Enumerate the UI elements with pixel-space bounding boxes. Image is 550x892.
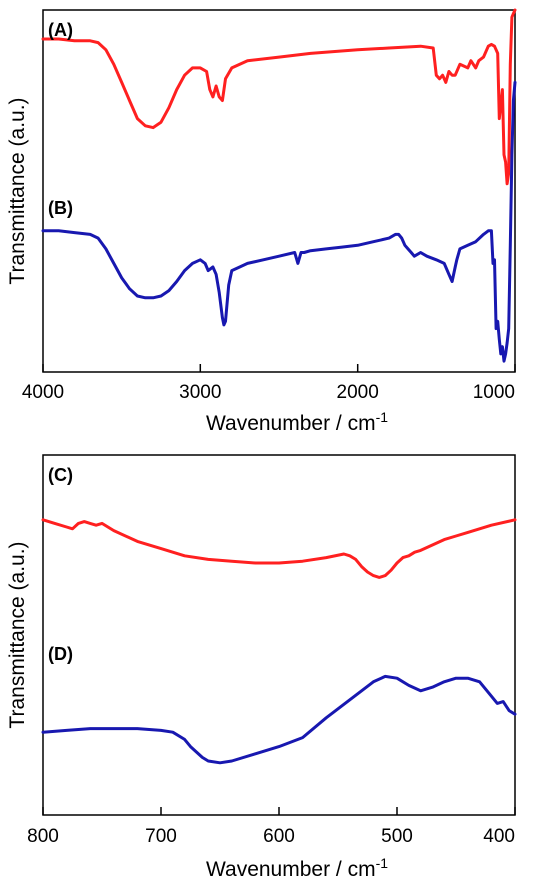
top-x-tick-label-4000: 4000 [22,382,64,403]
panel-label-d: (D) [48,644,73,664]
bottom-y-axis-title: Transmittance (a.u.) [6,541,29,728]
top-x-tick-label-2000: 2000 [337,382,379,403]
top-x-axis-title: Wavenumber / cm-1 [206,409,388,435]
bottom-plot-traces [41,518,517,765]
trace-a [41,8,517,186]
bottom-x-axis-title: Wavenumber / cm-1 [206,855,388,881]
top-x-axis-title-sup: -1 [376,409,389,425]
bottom-x-tick-label-800: 800 [27,826,59,847]
trace-b [41,80,517,363]
trace-d [41,674,517,765]
top-ftir-plot: 4000 3000 2000 1000 Wavenumber / cm-1 Tr… [6,8,517,435]
bottom-x-tick-label-600: 600 [263,826,295,847]
panel-label-b: (B) [48,198,73,218]
bottom-x-axis-title-sup: -1 [376,855,389,871]
bottom-x-tick-label-700: 700 [145,826,177,847]
panel-label-c: (C) [48,465,73,485]
panel-label-a: (A) [48,20,73,40]
top-x-axis-title-text: Wavenumber / cm [206,412,376,435]
top-plot-frame [42,9,516,373]
top-x-tick-label-3000: 3000 [179,382,221,403]
top-y-axis-title: Transmittance (a.u.) [6,97,29,284]
bottom-x-tick-label-500: 500 [381,826,413,847]
bottom-plot-frame [42,454,516,816]
bottom-x-tick-label-400: 400 [483,826,515,847]
bottom-ftir-plot: 800 700 600 500 400 Wavenumber / cm-1 Tr… [6,454,517,881]
top-x-tick-label-1000: 1000 [473,382,515,403]
trace-c [41,518,517,579]
top-plot-traces [41,8,517,363]
bottom-x-axis-title-text: Wavenumber / cm [206,858,376,881]
